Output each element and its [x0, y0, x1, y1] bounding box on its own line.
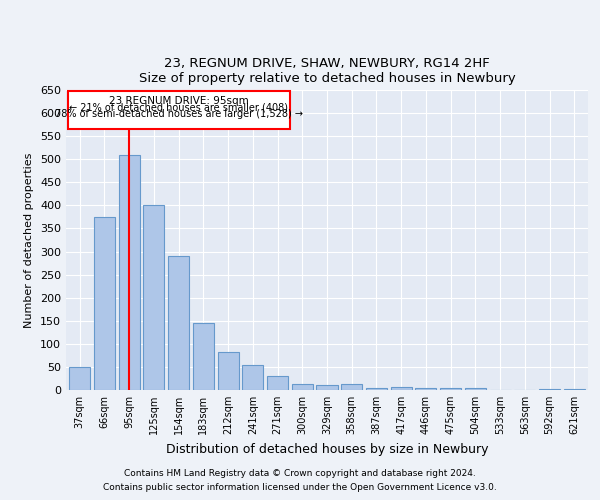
Text: Contains HM Land Registry data © Crown copyright and database right 2024.: Contains HM Land Registry data © Crown c… — [124, 468, 476, 477]
Bar — [218, 352, 239, 390]
Bar — [564, 388, 585, 390]
Text: ← 21% of detached houses are smaller (408): ← 21% of detached houses are smaller (40… — [70, 102, 289, 113]
Bar — [292, 384, 313, 390]
Text: 23 REGNUM DRIVE: 95sqm: 23 REGNUM DRIVE: 95sqm — [109, 96, 248, 106]
Bar — [341, 384, 362, 390]
Bar — [242, 364, 263, 390]
Bar — [119, 154, 140, 390]
Bar — [316, 386, 338, 390]
Bar — [440, 388, 461, 390]
Text: 78% of semi-detached houses are larger (1,528) →: 78% of semi-detached houses are larger (… — [55, 109, 303, 119]
Bar — [366, 388, 387, 390]
Bar — [391, 387, 412, 390]
Bar — [465, 388, 486, 390]
Bar — [143, 206, 164, 390]
Bar — [267, 376, 288, 390]
Bar — [168, 256, 189, 390]
Bar — [193, 323, 214, 390]
Title: 23, REGNUM DRIVE, SHAW, NEWBURY, RG14 2HF
Size of property relative to detached : 23, REGNUM DRIVE, SHAW, NEWBURY, RG14 2H… — [139, 56, 515, 84]
Bar — [415, 388, 436, 390]
Bar — [68, 91, 290, 129]
X-axis label: Distribution of detached houses by size in Newbury: Distribution of detached houses by size … — [166, 442, 488, 456]
Text: Contains public sector information licensed under the Open Government Licence v3: Contains public sector information licen… — [103, 484, 497, 492]
Bar — [94, 217, 115, 390]
Bar — [69, 367, 90, 390]
Bar — [539, 388, 560, 390]
Y-axis label: Number of detached properties: Number of detached properties — [25, 152, 34, 328]
